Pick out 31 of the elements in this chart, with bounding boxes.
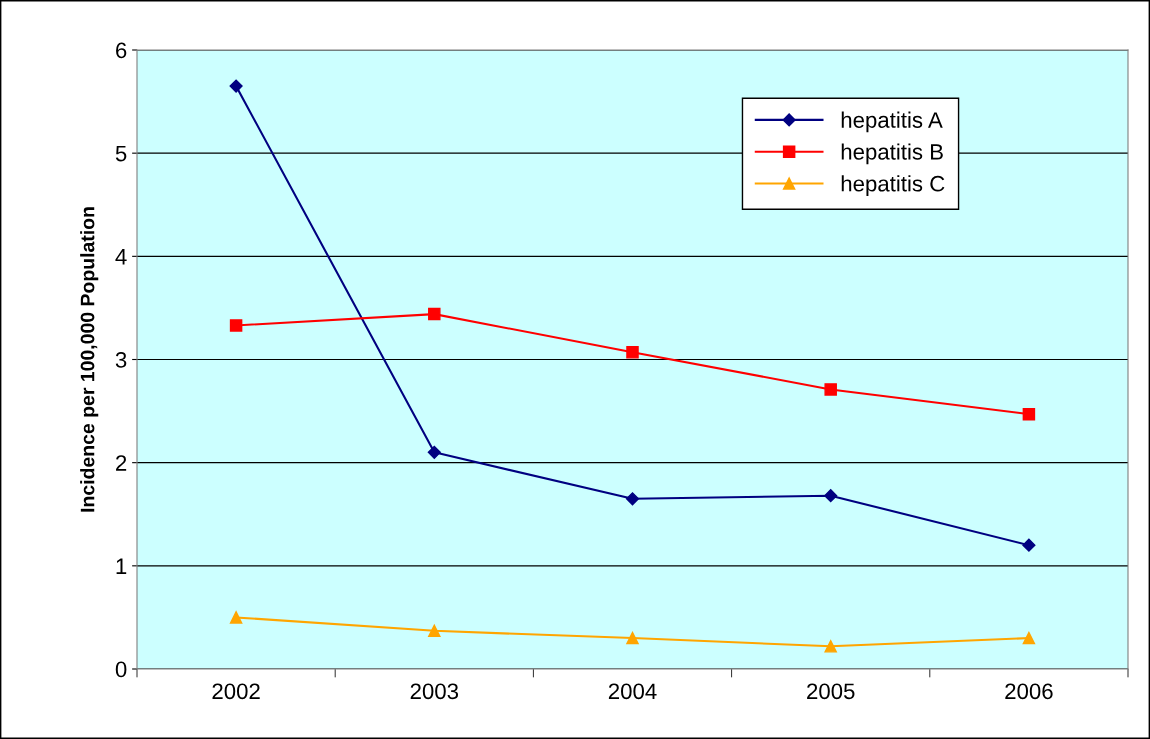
legend-label: hepatitis A — [841, 111, 943, 133]
point — [229, 79, 243, 93]
y-tick-label: 2 — [116, 455, 127, 471]
y-tick-label: 3 — [115, 352, 127, 368]
point — [428, 307, 441, 321]
point — [1022, 407, 1036, 421]
point — [1022, 631, 1036, 645]
point — [824, 640, 837, 653]
point — [626, 346, 639, 359]
y-tick-label: 6 — [116, 42, 127, 59]
legend-label: hepatitis C — [841, 175, 945, 196]
y-tick-label: 1 — [116, 558, 127, 574]
point — [229, 611, 243, 624]
point — [229, 319, 243, 332]
x-tick-label: 2004 — [608, 683, 657, 700]
y-axis-title: Incidence per 100,000 Population — [80, 207, 99, 512]
point — [427, 445, 441, 459]
y-tick-label: 4 — [115, 249, 127, 265]
point — [824, 489, 838, 503]
y-tick-label: 0 — [115, 661, 127, 678]
point — [625, 492, 640, 506]
x-tick-label: 2005 — [807, 683, 855, 700]
y-tick-label: 5 — [115, 145, 127, 162]
x-tick-label: 2002 — [212, 683, 260, 700]
point — [824, 383, 837, 396]
x-tick-label: 2003 — [410, 683, 459, 700]
x-tick-label: 2006 — [1005, 683, 1053, 700]
point — [1022, 538, 1036, 552]
point — [626, 631, 639, 645]
point — [428, 624, 441, 638]
legend-label: hepatitis B — [841, 143, 943, 165]
